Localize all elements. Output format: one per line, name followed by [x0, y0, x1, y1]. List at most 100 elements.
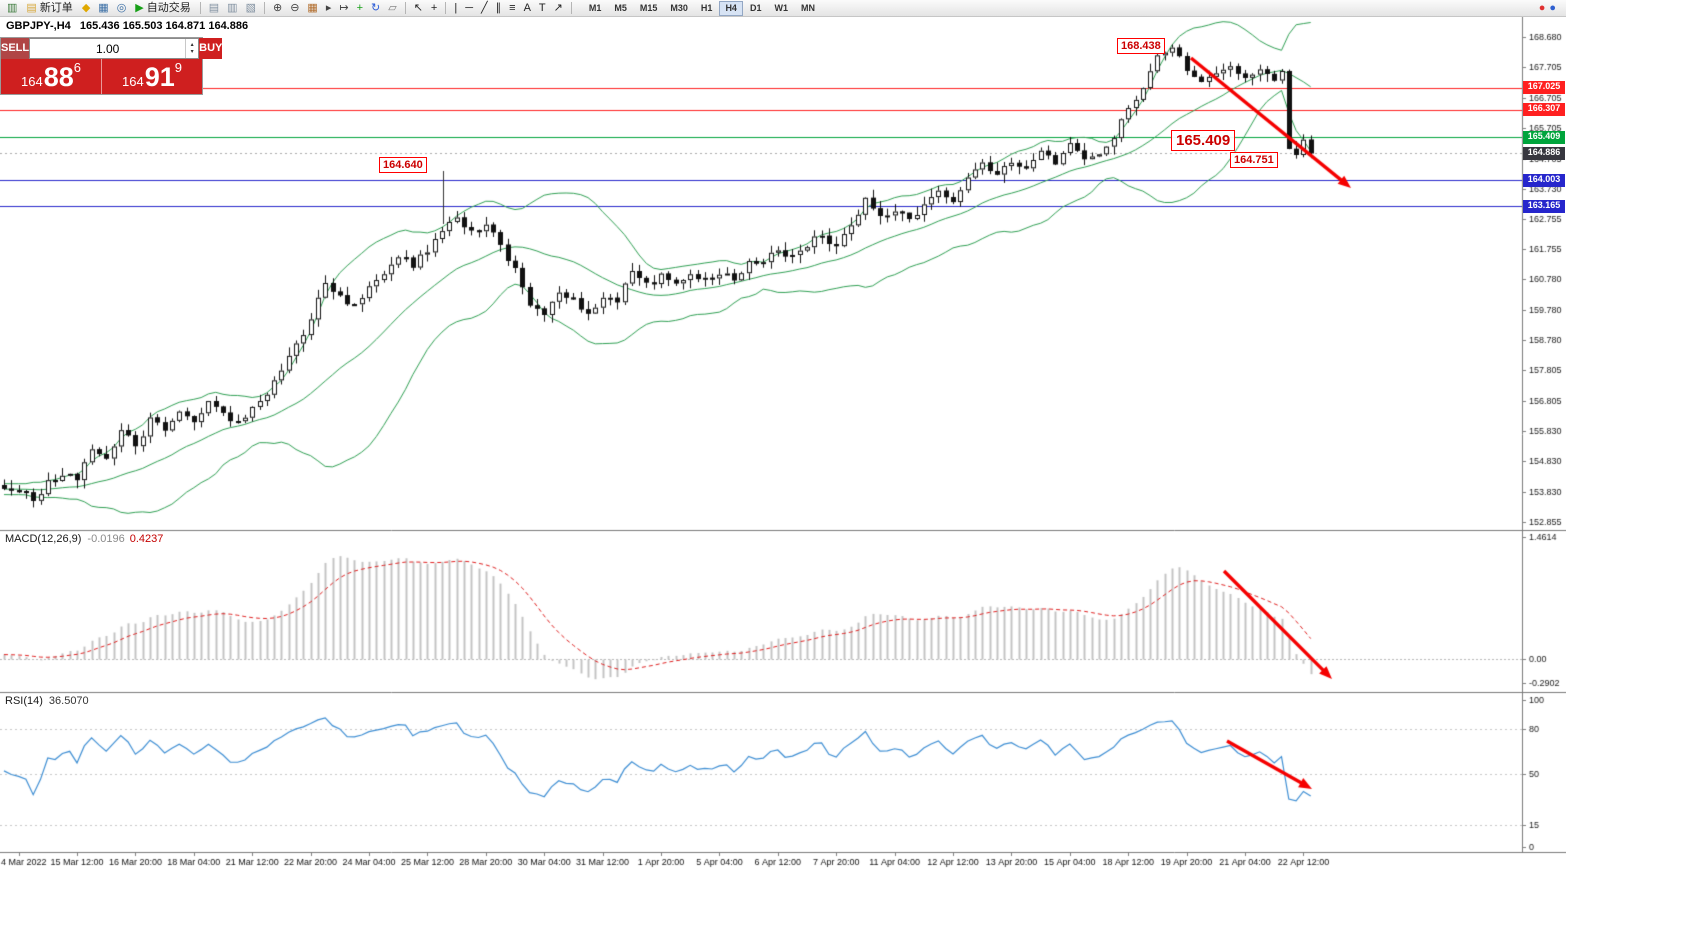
sell-price-frac: 6: [73, 60, 81, 75]
macd-main-value: -0.0196: [87, 533, 125, 545]
support-level-green-badge: 165.409: [1523, 130, 1565, 144]
trade-panel-divider: [101, 59, 102, 94]
macd-indicator-label: MACD(12,26,9) -0.0196 0.4237: [5, 533, 163, 545]
templates-icon[interactable]: ▱: [385, 1, 399, 16]
sell-price-pips: 88: [43, 62, 74, 92]
rsi-indicator-label: RSI(14) 36.5070: [5, 695, 89, 707]
cascade-windows-icon[interactable]: ▧: [243, 1, 259, 16]
channel-tool-icon[interactable]: ∥: [493, 1, 505, 16]
toolbar-separator: [263, 2, 265, 14]
toolbar-separator: [199, 2, 201, 14]
community-icon[interactable]: ●: [1549, 1, 1556, 14]
chart-window-icon-glyph: ▥: [7, 1, 18, 14]
timeframe-h1-button[interactable]: H1: [700, 2, 713, 13]
toolbar-separator: [445, 2, 447, 14]
vertical-line-tool-icon-glyph: |: [454, 1, 458, 14]
symbol-name: GBPJPY-,H4: [6, 20, 71, 32]
text-tool-icon-glyph: A: [523, 1, 531, 14]
tile-horizontal-icon[interactable]: ▥: [224, 1, 240, 16]
horizontal-line-tool-icon[interactable]: ─: [462, 1, 476, 16]
timeframe-d1-button[interactable]: D1: [749, 2, 762, 13]
macd-signal-value: 0.4237: [129, 533, 164, 545]
pullback-price-label[interactable]: 164.751: [1230, 152, 1278, 168]
data-window-icon-glyph: ◎: [116, 1, 127, 14]
cursor-icon[interactable]: ↖: [411, 1, 426, 16]
timeframe-m1-button[interactable]: M1: [588, 2, 602, 13]
resistance-level-1-badge: 167.025: [1523, 81, 1565, 95]
add-indicator-icon-glyph: +: [356, 1, 364, 14]
timeframe-group: M1 M5 M15 M30 H1 H4 D1 W1 MN: [583, 0, 821, 16]
timeframe-m15-button[interactable]: M15: [639, 2, 658, 13]
tile-horizontal-icon-glyph: ▥: [227, 1, 238, 14]
fibonacci-tool-icon[interactable]: ≡: [506, 1, 518, 16]
volume-down-icon[interactable]: ▾: [190, 48, 194, 55]
crosshair-icon-glyph: +: [430, 1, 438, 14]
data-window-icon[interactable]: ◎: [114, 1, 130, 16]
period-icon-glyph: ↻: [371, 1, 381, 14]
cascade-windows-icon-glyph: ▧: [245, 1, 256, 14]
sell-button[interactable]: SELL: [1, 38, 30, 59]
autotrade-button[interactable]: ▶ 自动交易: [131, 1, 194, 16]
profiles-icon[interactable]: ◆: [79, 1, 93, 16]
label-tool-icon[interactable]: T: [536, 1, 549, 16]
buy-price-pips: 91: [144, 62, 175, 92]
volume-input[interactable]: [30, 39, 186, 58]
trendline-tool-icon[interactable]: ╱: [478, 1, 491, 16]
march-high-price-label[interactable]: 164.640: [379, 157, 427, 173]
zoom-in-icon[interactable]: ⊕: [270, 1, 285, 16]
chart-shift-icon[interactable]: ↦: [336, 1, 351, 16]
tile-windows-icon[interactable]: ▤: [206, 1, 222, 16]
horizontal-line-tool-icon-glyph: ─: [465, 1, 474, 14]
peak-price-label[interactable]: 168.438: [1117, 38, 1165, 54]
new-order-button[interactable]: ▤ 新订单: [22, 1, 76, 16]
new-order-button-label: 新订单: [39, 1, 73, 14]
support-level-blue-1-badge: 164.003: [1523, 173, 1565, 187]
zoom-out-icon-glyph: ⊖: [290, 1, 300, 14]
fibonacci-tool-icon-glyph: ≡: [509, 1, 516, 14]
arrows-tool-icon[interactable]: ↗: [551, 1, 566, 16]
arrows-tool-icon-glyph: ↗: [553, 1, 563, 14]
zoom-out-icon[interactable]: ⊖: [287, 1, 302, 16]
buy-price-button[interactable]: 164 91 9: [102, 59, 202, 94]
sell-price-whole: 164: [21, 74, 43, 89]
timeframe-h4-button[interactable]: H4: [719, 0, 743, 16]
cursor-icon-glyph: ↖: [413, 1, 423, 14]
market-watch-icon[interactable]: ▦: [95, 1, 111, 16]
toolbar-separator: [570, 2, 572, 14]
market-watch-icon-glyph: ▦: [98, 1, 109, 14]
autotrade-button-glyph: ▶: [135, 1, 144, 14]
symbol-ohlc-values: 165.436 165.503 164.871 164.886: [79, 20, 249, 32]
volume-field: ▴ ▾: [29, 38, 200, 59]
sell-price-button[interactable]: 164 88 6: [1, 59, 101, 94]
timeframe-mn-button[interactable]: MN: [800, 2, 815, 13]
chart-window-icon[interactable]: ▥: [4, 1, 20, 16]
price-chart-canvas[interactable]: [0, 17, 1566, 873]
auto-scroll-icon[interactable]: ▸: [323, 1, 335, 16]
timeframe-w1-button[interactable]: W1: [774, 2, 788, 13]
grid-icon-glyph: ▦: [307, 1, 318, 14]
add-indicator-icon[interactable]: +: [354, 1, 366, 16]
vertical-line-tool-icon[interactable]: |: [451, 1, 460, 16]
rsi-value: 36.5070: [48, 695, 89, 707]
volume-up-icon[interactable]: ▴: [190, 41, 194, 48]
key-level-price-label[interactable]: 165.409: [1171, 130, 1236, 151]
buy-button[interactable]: BUY: [199, 38, 223, 59]
timeframe-m30-button[interactable]: M30: [670, 2, 688, 13]
symbol-ohlc-line: GBPJPY-,H4 165.436 165.503 164.871 164.8…: [6, 20, 248, 32]
chart-record-icon[interactable]: ●: [1538, 1, 1546, 14]
current-price-badge: 164.886: [1523, 146, 1565, 160]
volume-spinner: ▴ ▾: [185, 39, 198, 58]
text-tool-icon[interactable]: A: [521, 1, 534, 16]
templates-icon-glyph: ▱: [388, 1, 397, 14]
profiles-icon-glyph: ◆: [81, 1, 91, 14]
period-icon[interactable]: ↻: [368, 1, 383, 16]
macd-name: MACD(12,26,9): [5, 533, 82, 545]
crosshair-icon[interactable]: +: [428, 1, 440, 16]
timeframe-m5-button[interactable]: M5: [614, 2, 627, 13]
grid-icon[interactable]: ▦: [304, 1, 320, 16]
main-toolbar: ▥ ▤ 新订单 ◆ ▦ ◎ ▶ 自动交易 ▤ ▥ ▧ ⊕ ⊖ ▦ ▸ ↦ + ↻ ▱ ↖ + | ─ ╱ ∥ ≡ A T ↗ M1 M5 M1…: [0, 0, 1566, 17]
trendline-tool-icon-glyph: ╱: [481, 1, 488, 14]
toolbar-separator: [404, 2, 406, 14]
